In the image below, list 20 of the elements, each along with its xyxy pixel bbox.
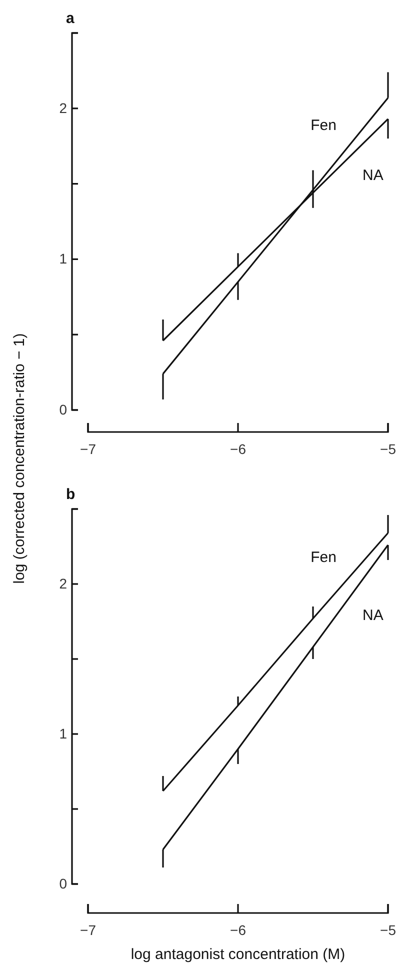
- x-tick-label: −5: [380, 922, 396, 938]
- y-tick-label: 2: [59, 575, 68, 592]
- chart-title: b: [66, 486, 76, 503]
- series-label: NA: [362, 166, 384, 184]
- x-axis-title: log antagonist concentration (M): [130, 946, 346, 963]
- series-label: Fen: [310, 548, 336, 566]
- x-tick-label: −6: [230, 922, 246, 938]
- x-tick-label: −7: [80, 922, 96, 938]
- x-tick-label: −6: [230, 441, 246, 457]
- chart-title: a: [66, 10, 75, 27]
- y-axis-title: log (corrected concentration-ratio − 1): [11, 333, 28, 584]
- y-tick-label: 0: [59, 401, 68, 418]
- y-tick-label: 0: [59, 875, 68, 892]
- x-tick-label: −7: [80, 441, 96, 457]
- y-tick-label: 2: [59, 100, 68, 116]
- y-tick-label: 1: [59, 725, 68, 742]
- x-tick-label: −5: [380, 441, 396, 457]
- series-label: Fen: [310, 116, 336, 134]
- y-tick-label: 1: [59, 250, 68, 267]
- series-label: NA: [362, 607, 384, 624]
